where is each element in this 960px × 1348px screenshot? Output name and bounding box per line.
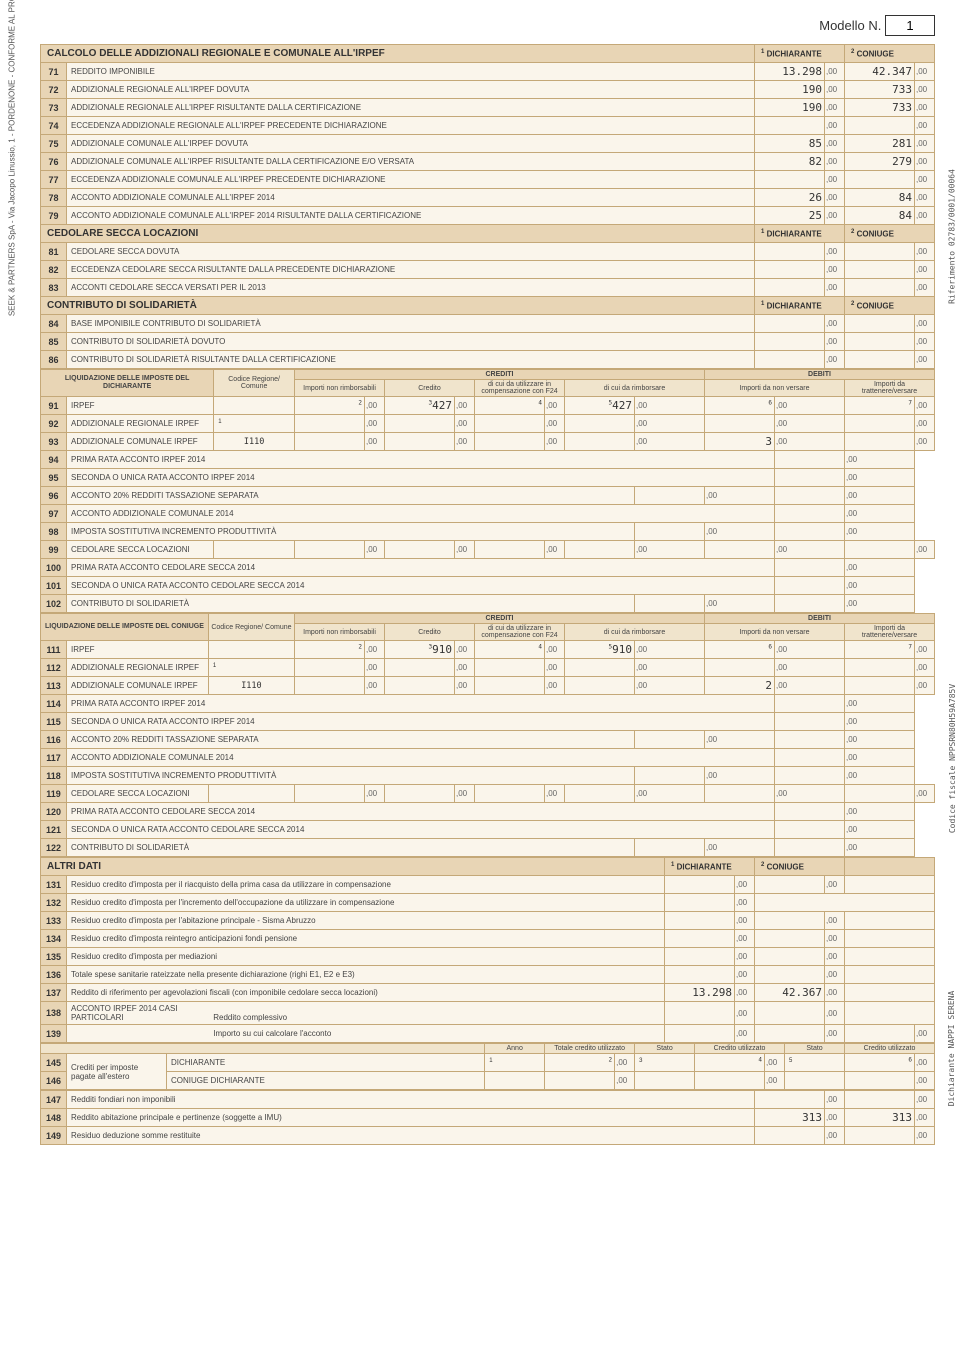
model-number-input[interactable]	[885, 15, 935, 36]
row-136: 136Totale spese sanitarie rateizzate nel…	[41, 966, 935, 984]
row-120: 120PRIMA RATA ACCONTO CEDOLARE SECCA 201…	[41, 803, 935, 821]
row-139: 139 Importo su cui calcolare l'acconto,0…	[41, 1025, 935, 1043]
row-73: 73ADDIZIONALE REGIONALE ALL'IRPEF RISULT…	[41, 99, 935, 117]
row-113: 113ADDIZIONALE COMUNALE IRPEFI110,00,00,…	[41, 677, 935, 695]
row-117: 117ACCONTO ADDIZIONALE COMUNALE 2014,00	[41, 749, 935, 767]
row-81: 81CEDOLARE SECCA DOVUTA,00,00	[41, 243, 935, 261]
row-121: 121SECONDA O UNICA RATA ACCONTO CEDOLARE…	[41, 821, 935, 839]
liq2-header: LIQUIDAZIONE DELLE IMPOSTE DEL CONIUGE C…	[41, 614, 935, 624]
crediti-estero-table: AnnoTotale credito utilizzatoStatoCredit…	[40, 1043, 935, 1090]
row-84: 84BASE IMPONIBILE CONTRIBUTO DI SOLIDARI…	[41, 315, 935, 333]
row-82: 82ECCEDENZA CEDOLARE SECCA RISULTANTE DA…	[41, 261, 935, 279]
row-132: 132Residuo credito d'imposta per l'incre…	[41, 894, 935, 912]
cf-right: Codice fiscale NPPSRN80H59A785V	[948, 684, 957, 833]
row-133: 133Residuo credito d'imposta per l'abita…	[41, 912, 935, 930]
row-118: 118IMPOSTA SOSTITUTIVA INCREMENTO PRODUT…	[41, 767, 935, 785]
row-135: 135Residuo credito d'imposta per mediazi…	[41, 948, 935, 966]
row-96: 96ACCONTO 20% REDDITI TASSAZIONE SEPARAT…	[41, 487, 935, 505]
ref-right: Riferimento 02783/0001/00064	[948, 169, 957, 304]
altri-dati-table: ALTRI DATI1 DICHIARANTE2 CONIUGE 131Resi…	[40, 857, 935, 1043]
row-91: 91IRPEF2,003427,004,005427,006,007,00	[41, 397, 935, 415]
row-79: 79ACCONTO ADDIZIONALE COMUNALE ALL'IRPEF…	[41, 207, 935, 225]
row-83: 83ACCONTI CEDOLARE SECCA VERSATI PER IL …	[41, 279, 935, 297]
section-contributo: CONTRIBUTO DI SOLIDARIETÀ1 DICHIARANTE2 …	[41, 297, 935, 315]
row-99: 99CEDOLARE SECCA LOCAZIONI,00,00,00,00,0…	[41, 541, 935, 559]
row-95: 95SECONDA O UNICA RATA ACCONTO IRPEF 201…	[41, 469, 935, 487]
row-92: 92ADDIZIONALE REGIONALE IRPEF1,00,00,00,…	[41, 415, 935, 433]
row-147: 147Redditi fondiari non imponibili,00,00	[41, 1091, 935, 1109]
row-101: 101SECONDA O UNICA RATA ACCONTO CEDOLARE…	[41, 577, 935, 595]
liq1-header: LIQUIDAZIONE DELLE IMPOSTE DEL DICHIARAN…	[41, 370, 935, 380]
row-93: 93ADDIZIONALE COMUNALE IRPEFI110,00,00,0…	[41, 433, 935, 451]
row-100: 100PRIMA RATA ACCONTO CEDOLARE SECCA 201…	[41, 559, 935, 577]
final-rows-table: 147Redditi fondiari non imponibili,00,00…	[40, 1090, 935, 1145]
name-right: Dichiarante NAPPI SERENA	[948, 991, 957, 1107]
row-116: 116ACCONTO 20% REDDITI TASSAZIONE SEPARA…	[41, 731, 935, 749]
row-78: 78ACCONTO ADDIZIONALE COMUNALE ALL'IRPEF…	[41, 189, 935, 207]
row-102: 102CONTRIBUTO DI SOLIDARIETÀ,00,00	[41, 595, 935, 613]
liq-dichiarante-table: LIQUIDAZIONE DELLE IMPOSTE DEL DICHIARAN…	[40, 369, 935, 613]
row-97: 97ACCONTO ADDIZIONALE COMUNALE 2014,00	[41, 505, 935, 523]
row-137: 137Reddito di riferimento per agevolazio…	[41, 984, 935, 1002]
form-table: CALCOLO DELLE ADDIZIONALI REGIONALE E CO…	[40, 44, 935, 369]
row-131: 131Residuo credito d'imposta per il riac…	[41, 876, 935, 894]
row-149: 149Residuo deduzione somme restituite,00…	[41, 1127, 935, 1145]
row-115: 115SECONDA O UNICA RATA ACCONTO IRPEF 20…	[41, 713, 935, 731]
row-114: 114PRIMA RATA ACCONTO IRPEF 2014,00	[41, 695, 935, 713]
row-146: 146CONIUGE DICHIARANTE,00,00,00	[41, 1072, 935, 1090]
row-71: 71REDDITO IMPONIBILE13.298,0042.347,00	[41, 63, 935, 81]
row-122: 122CONTRIBUTO DI SOLIDARIETÀ,00,00	[41, 839, 935, 857]
liq-coniuge-table: LIQUIDAZIONE DELLE IMPOSTE DEL CONIUGE C…	[40, 613, 935, 857]
row-72: 72ADDIZIONALE REGIONALE ALL'IRPEF DOVUTA…	[41, 81, 935, 99]
row-119: 119CEDOLARE SECCA LOCAZIONI,00,00,00,00,…	[41, 785, 935, 803]
row-85: 85CONTRIBUTO DI SOLIDARIETÀ DOVUTO,00,00	[41, 333, 935, 351]
row-138: 138ACCONTO IRPEF 2014 CASI PARTICOLARI R…	[41, 1002, 935, 1025]
row-112: 112ADDIZIONALE REGIONALE IRPEF1,00,00,00…	[41, 659, 935, 677]
row-134: 134Residuo credito d'imposta reintegro a…	[41, 930, 935, 948]
model-header: Modello N.	[40, 15, 935, 36]
row-94: 94PRIMA RATA ACCONTO IRPEF 2014,00	[41, 451, 935, 469]
tax-form-page: SEEK & PARTNERS SpA - Via Jacopo Linussi…	[0, 0, 960, 1160]
row-111: 111IRPEF2,003910,004,005910,006,007,00	[41, 641, 935, 659]
row-74: 74ECCEDENZA ADDIZIONALE REGIONALE ALL'IR…	[41, 117, 935, 135]
footer-left: SEEK & PARTNERS SpA - Via Jacopo Linussi…	[8, 0, 17, 316]
section-addizionali: CALCOLO DELLE ADDIZIONALI REGIONALE E CO…	[41, 45, 935, 63]
row-77: 77ECCEDENZA ADDIZIONALE COMUNALE ALL'IRP…	[41, 171, 935, 189]
row-86: 86CONTRIBUTO DI SOLIDARIETÀ RISULTANTE D…	[41, 351, 935, 369]
model-label: Modello N.	[819, 18, 881, 33]
row-76: 76ADDIZIONALE COMUNALE ALL'IRPEF RISULTA…	[41, 153, 935, 171]
section-altri: ALTRI DATI1 DICHIARANTE2 CONIUGE	[41, 858, 935, 876]
row-148: 148Reddito abitazione principale e perti…	[41, 1109, 935, 1127]
row-75: 75ADDIZIONALE COMUNALE ALL'IRPEF DOVUTA8…	[41, 135, 935, 153]
section-cedolare: CEDOLARE SECCA LOCAZIONI1 DICHIARANTE2 C…	[41, 225, 935, 243]
row-145: 145Crediti per imposte pagate all'estero…	[41, 1054, 935, 1072]
row-98: 98IMPOSTA SOSTITUTIVA INCREMENTO PRODUTT…	[41, 523, 935, 541]
